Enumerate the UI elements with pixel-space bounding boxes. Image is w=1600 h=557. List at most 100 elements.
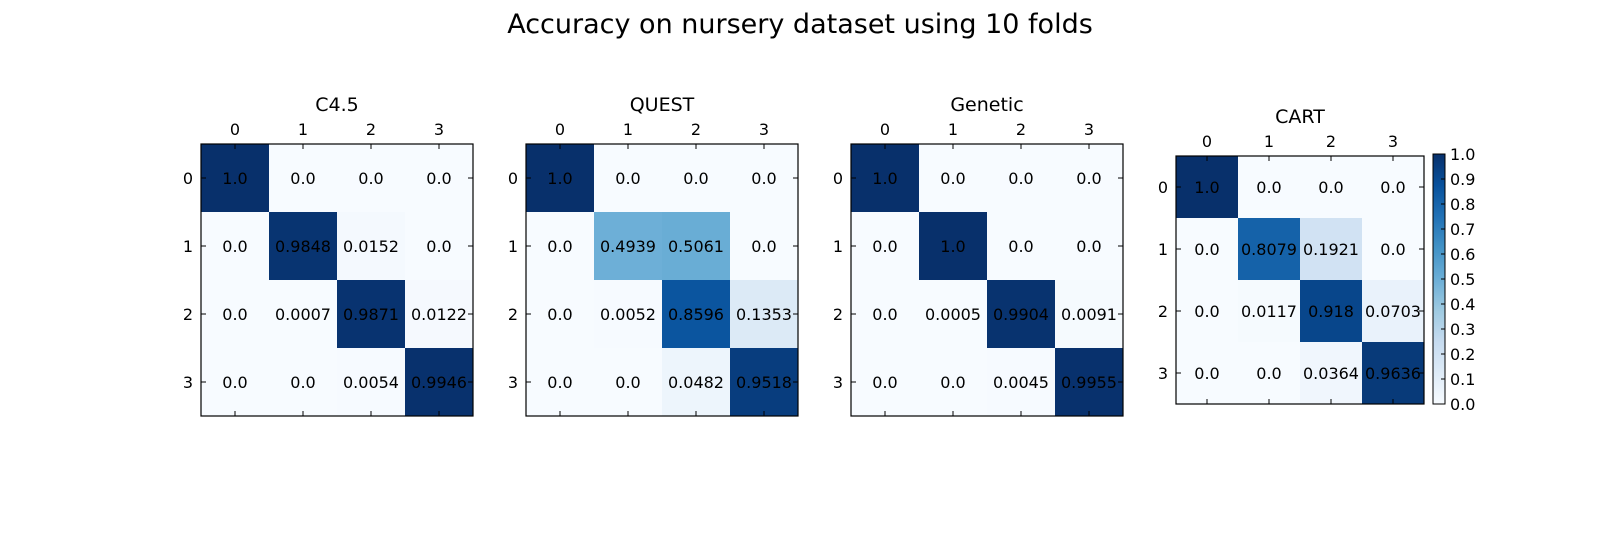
cell-genetic-2-2 [987,280,1056,349]
cell-label-c4-5-1-0: 0.0 [222,237,247,256]
colorbar-tick-label-10: 1.0 [1450,145,1475,164]
y-tick-label-cart-0: 0 [1158,178,1168,197]
cell-genetic-0-2 [987,144,1056,213]
cell-label-quest-3-1: 0.0 [615,373,640,392]
cell-label-cart-1-3: 0.0 [1380,240,1405,259]
cell-genetic-0-3 [1055,144,1124,213]
cell-c4-5-3-3 [405,348,474,417]
cell-cart-3-0 [1176,342,1239,405]
cell-genetic-3-2 [987,348,1056,417]
cell-cart-2-1 [1238,280,1301,343]
x-tick-label-c4-5-0: 0 [230,120,240,139]
x-tick-label-cart-0: 0 [1202,132,1212,151]
cell-cart-3-2 [1300,342,1363,405]
cell-label-quest-2-2: 0.8596 [668,305,724,324]
cell-label-genetic-1-2: 0.0 [1008,237,1033,256]
cell-genetic-3-0 [851,348,920,417]
frame-cart [1175,155,1425,405]
cell-label-cart-2-0: 0.0 [1194,302,1219,321]
x-tick-label-quest-0: 0 [555,120,565,139]
cell-label-quest-2-0: 0.0 [547,305,572,324]
cell-label-genetic-0-2: 0.0 [1008,169,1033,188]
cell-label-genetic-0-1: 0.0 [940,169,965,188]
cell-c4-5-1-2 [337,212,406,281]
y-tick-label-quest-3: 3 [508,373,518,392]
cell-c4-5-2-2 [337,280,406,349]
cell-label-c4-5-0-0: 1.0 [222,169,247,188]
y-tick-label-genetic-2: 2 [833,305,843,324]
cell-cart-2-2 [1300,280,1363,343]
cell-label-cart-1-2: 0.1921 [1303,240,1359,259]
colorbar: 0.0 0.1 0.2 0.3 0.4 0.5 0.6 0.7 0.8 0.9 1.0 [1432,145,1475,414]
cell-label-quest-0-2: 0.0 [683,169,708,188]
cell-cart-0-2 [1300,156,1363,219]
cell-label-quest-3-3: 0.9518 [736,373,792,392]
cell-label-cart-0-0: 1.0 [1194,178,1219,197]
y-tick-label-c4-5-1: 1 [183,237,193,256]
cell-genetic-1-2 [987,212,1056,281]
y-tick-label-quest-2: 2 [508,305,518,324]
cell-label-c4-5-0-1: 0.0 [290,169,315,188]
x-tick-label-c4-5-2: 2 [366,120,376,139]
cell-label-cart-3-0: 0.0 [1194,364,1219,383]
cell-label-genetic-2-3: 0.0091 [1061,305,1117,324]
cell-label-genetic-3-0: 0.0 [872,373,897,392]
cell-label-c4-5-0-2: 0.0 [358,169,383,188]
cell-label-quest-0-0: 1.0 [547,169,572,188]
x-tick-label-genetic-2: 2 [1016,120,1026,139]
cell-label-quest-2-1: 0.0052 [600,305,656,324]
cell-cart-2-0 [1176,280,1239,343]
cell-quest-1-0 [526,212,595,281]
cell-label-cart-3-1: 0.0 [1256,364,1281,383]
cell-c4-5-2-1 [269,280,338,349]
colorbar-tick-label-6: 0.6 [1450,245,1475,264]
cell-label-cart-0-2: 0.0 [1318,178,1343,197]
cell-label-cart-0-1: 0.0 [1256,178,1281,197]
colorbar-tick-label-4: 0.4 [1450,295,1475,314]
x-tick-label-cart-3: 3 [1388,132,1398,151]
cell-label-genetic-2-1: 0.0005 [925,305,981,324]
cell-quest-3-2 [662,348,731,417]
y-tick-label-quest-0: 0 [508,169,518,188]
y-tick-label-genetic-0: 0 [833,169,843,188]
cell-label-cart-0-3: 0.0 [1380,178,1405,197]
x-tick-label-c4-5-3: 3 [434,120,444,139]
x-tick-label-cart-1: 1 [1264,132,1274,151]
cell-c4-5-1-1 [269,212,338,281]
x-tick-label-quest-3: 3 [759,120,769,139]
cell-label-cart-1-1: 0.8079 [1241,240,1297,259]
colorbar-tick-label-1: 0.1 [1450,370,1475,389]
panel-title-quest: QUEST [630,94,695,116]
cell-quest-3-0 [526,348,595,417]
frame-quest [525,143,799,417]
cell-quest-2-3 [730,280,799,349]
cell-label-cart-2-3: 0.0703 [1365,302,1421,321]
cell-quest-0-0 [526,144,595,213]
panels: 1.0 0.0 0.0 0.0 0.0 0.9848 0.0152 0.0 0.0 0.0007 0… [183,94,1425,417]
panel-title-c4-5: C4.5 [315,94,358,116]
y-tick-label-cart-3: 3 [1158,364,1168,383]
cell-genetic-2-0 [851,280,920,349]
cell-label-genetic-3-1: 0.0 [940,373,965,392]
x-tick-label-quest-1: 1 [623,120,633,139]
cell-c4-5-1-3 [405,212,474,281]
y-tick-label-quest-1: 1 [508,237,518,256]
cell-c4-5-3-0 [201,348,270,417]
colorbar-tick-label-5: 0.5 [1450,270,1475,289]
cell-label-quest-1-1: 0.4939 [600,237,656,256]
cell-label-genetic-1-3: 0.0 [1076,237,1101,256]
cell-genetic-1-0 [851,212,920,281]
cell-label-quest-0-3: 0.0 [751,169,776,188]
panel-cart: 1.0 0.0 0.0 0.0 0.0 0.8079 0.1921 0.0 0.0 0.0117 0… [1158,106,1425,405]
cell-label-quest-1-2: 0.5061 [668,237,724,256]
cell-cart-1-3 [1362,218,1425,281]
cell-c4-5-0-0 [201,144,270,213]
frame-genetic [850,143,1124,417]
cell-cart-1-1 [1238,218,1301,281]
x-tick-label-cart-2: 2 [1326,132,1336,151]
cell-label-genetic-2-0: 0.0 [872,305,897,324]
cell-label-cart-3-3: 0.9636 [1365,364,1421,383]
cell-cart-0-3 [1362,156,1425,219]
x-tick-label-c4-5-1: 1 [298,120,308,139]
cell-label-quest-0-1: 0.0 [615,169,640,188]
